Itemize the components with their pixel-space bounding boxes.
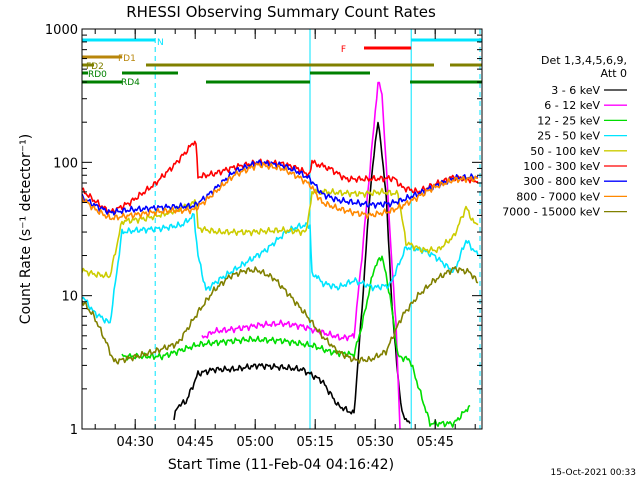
legend-label: 800 - 7000 keV (516, 190, 600, 203)
legend-label: 100 - 300 keV (523, 160, 600, 173)
series-line-8 (82, 266, 479, 365)
flag-label-fd1: FD1 (118, 54, 136, 64)
x-tick-label: 05:45 (416, 435, 453, 450)
legend-label: 7000 - 15000 keV (502, 206, 600, 219)
series-line-3 (82, 213, 479, 324)
plot-frame (81, 28, 483, 430)
legend-label: 300 - 800 keV (523, 175, 600, 188)
x-tick-label: 05:00 (236, 435, 273, 450)
series-line-6 (82, 159, 479, 216)
legend-label: 25 - 50 keV (537, 130, 600, 143)
y-axis: 1 10 100 1000 (45, 23, 482, 438)
timestamp: 15-Oct-2021 00:33 (551, 468, 636, 478)
flag-label-n: N (157, 38, 164, 48)
chart-title: RHESSI Observing Summary Count Rates (126, 3, 436, 21)
series-line-2 (121, 255, 471, 428)
legend-header-line: Att 0 (601, 67, 627, 80)
legend-label: 12 - 25 keV (537, 114, 600, 127)
flag-label-fd2: FD2 (86, 62, 104, 72)
series-line-1 (201, 81, 401, 429)
y-tick-label: 1000 (45, 23, 78, 38)
series-line-7 (82, 162, 479, 221)
series-line-5 (82, 140, 479, 215)
x-axis-label: Start Time (11-Feb-04 04:16:42) (168, 457, 394, 473)
y-tick-label: 100 (53, 156, 78, 171)
x-tick-label: 05:30 (356, 435, 393, 450)
flag-label-rd4: RD4 (121, 78, 140, 88)
x-tick-label: 05:15 (296, 435, 333, 450)
x-tick-label: 04:45 (176, 435, 213, 450)
flag-label-rd0: RD0 (88, 70, 107, 80)
flag-label-f: F (341, 45, 346, 55)
legend-header-line: Det 1,3,4,5,6,9, (541, 54, 627, 67)
y-axis-label: Count Rate (s⁻¹ detector⁻¹) (18, 134, 34, 324)
series-line-0 (173, 121, 411, 424)
y-tick-label: 10 (61, 290, 78, 305)
legend-label: 6 - 12 keV (544, 99, 600, 112)
y-tick-label: 1 (70, 423, 78, 438)
legend: Det 1,3,4,5,6,9,Att 03 - 6 keV 6 - 12 keV… (502, 54, 627, 219)
x-axis: 04:30 04:45 05:00 05:15 05:30 05:45 (94, 29, 476, 450)
x-tick-label: 04:30 (116, 435, 153, 450)
legend-label: 3 - 6 keV (551, 84, 600, 97)
series-line-4 (82, 187, 479, 279)
legend-label: 50 - 100 keV (530, 145, 600, 158)
